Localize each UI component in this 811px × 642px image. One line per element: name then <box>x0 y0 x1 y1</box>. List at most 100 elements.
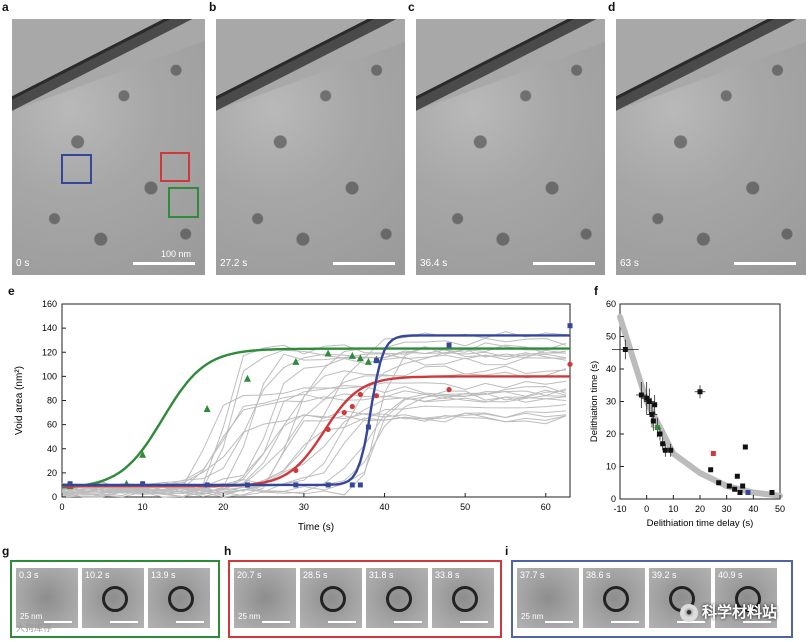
trend-band <box>617 314 783 499</box>
background-trace <box>61 380 567 491</box>
panel-letter: e <box>8 284 15 298</box>
data-point-red <box>341 409 347 416</box>
data-point-green <box>292 357 300 365</box>
background-trace <box>61 395 567 490</box>
scale-bar <box>611 621 639 623</box>
time-label: 0 s <box>16 258 30 269</box>
data-point <box>708 467 714 473</box>
scale-label: 25 nm <box>238 612 261 621</box>
scale-bar <box>44 621 72 623</box>
scale-bar <box>333 262 395 265</box>
data-point-green <box>139 450 147 458</box>
time-label: 31.8 s <box>369 570 394 580</box>
watermark-text: 科学材料站 <box>701 603 777 621</box>
x-tick-label: 20 <box>218 502 228 512</box>
y-tick-label: 0 <box>611 494 616 504</box>
data-point <box>726 483 732 489</box>
data-point <box>668 447 674 453</box>
data-point <box>769 490 775 495</box>
panel-letter: b <box>209 0 217 14</box>
scale-bar <box>110 621 138 623</box>
y-tick-label: 40 <box>47 444 57 454</box>
delithiation-chart: -10 0 10 20 30 40 500102030405060Delithiation … <box>589 299 785 529</box>
fit-curve-blue <box>62 334 570 487</box>
data-point <box>737 490 743 495</box>
y-tick-label: 60 <box>47 420 57 430</box>
fit-curve-green <box>61 347 570 489</box>
data-point <box>734 473 740 479</box>
scale-bar <box>743 621 771 623</box>
x-tick-label: 50 <box>775 504 785 514</box>
red-region-box <box>160 152 190 182</box>
strip-h: 20.7 s 25 nm 28.5 s 31.8 s 33.8 s <box>228 560 502 638</box>
y-tick-label: 20 <box>606 429 616 439</box>
y-tick-label: 20 <box>47 468 57 478</box>
x-tick-label: -10 <box>613 504 626 514</box>
data-point <box>697 389 703 395</box>
micrograph: 27.2 s <box>216 19 405 275</box>
x-tick-label: 0 <box>59 502 64 512</box>
y-tick-label: 30 <box>606 397 616 407</box>
background-trace <box>61 388 567 494</box>
background-trace <box>61 342 567 497</box>
data-point <box>660 441 666 447</box>
strip-g: 0.3 s 25 nm 10.2 s 13.9 s 大狗库存 <box>10 560 220 638</box>
frame: 28.5 s <box>300 568 362 628</box>
y-tick-label: 100 <box>42 371 57 381</box>
time-label: 28.5 s <box>303 570 328 580</box>
data-point <box>646 399 652 404</box>
x-tick-label: 30 <box>299 502 309 512</box>
data-point-blue <box>567 323 573 329</box>
data-point <box>716 480 722 486</box>
time-label: 20.7 s <box>237 570 262 580</box>
x-tick-label: 40 <box>380 502 390 512</box>
data-point-blue <box>357 482 363 488</box>
scale-bar <box>677 621 705 623</box>
frame: 37.7 s 25 nm <box>517 568 579 628</box>
y-tick-label: 0 <box>52 492 57 502</box>
time-label: 40.9 s <box>718 570 743 580</box>
frame: 33.8 s <box>432 568 494 628</box>
background-trace <box>61 368 567 498</box>
data-point <box>650 418 656 424</box>
time-label: 63 s <box>620 258 639 269</box>
time-label: 36.4 s <box>420 258 448 269</box>
panel-letter: i <box>505 544 509 558</box>
scale-bar <box>533 262 595 265</box>
y-axis-label: Delithiation time (s) <box>589 361 600 442</box>
micrograph: 0 s 100 nm <box>12 19 205 275</box>
data-point-blue <box>373 358 379 364</box>
data-point <box>644 395 650 401</box>
data-point <box>654 425 660 430</box>
data-point-green <box>243 374 251 382</box>
time-label: 10.2 s <box>85 570 110 580</box>
frame: 38.6 s <box>583 568 645 628</box>
scale-label: 25 nm <box>20 612 43 621</box>
background-trace <box>61 390 567 494</box>
watermark-small: 大狗库存 <box>16 623 53 633</box>
data-point <box>745 490 751 495</box>
y-tick-label: 40 <box>606 364 616 374</box>
data-point <box>742 444 748 450</box>
data-point-blue <box>140 481 146 487</box>
data-point <box>732 486 738 492</box>
data-point <box>649 412 655 417</box>
data-point-red <box>373 393 380 399</box>
green-region-box <box>168 187 199 218</box>
scale-bar <box>262 621 290 623</box>
y-tick-label: 10 <box>606 462 616 472</box>
data-point-red <box>357 391 363 398</box>
frame: 10.2 s <box>82 568 144 628</box>
micrograph: 63 s <box>616 19 806 275</box>
background-trace <box>61 385 567 495</box>
scale-label: 25 nm <box>521 612 544 621</box>
x-tick-label: 50 <box>460 502 470 512</box>
data-point-blue <box>349 482 355 488</box>
time-label: 39.2 s <box>652 570 677 580</box>
data-point-red <box>567 361 573 367</box>
data-point-blue <box>244 482 250 488</box>
y-tick-label: 120 <box>42 347 57 357</box>
panel-letter: d <box>608 0 616 14</box>
y-tick-label: 60 <box>606 299 616 309</box>
panel-letter: a <box>2 0 9 14</box>
